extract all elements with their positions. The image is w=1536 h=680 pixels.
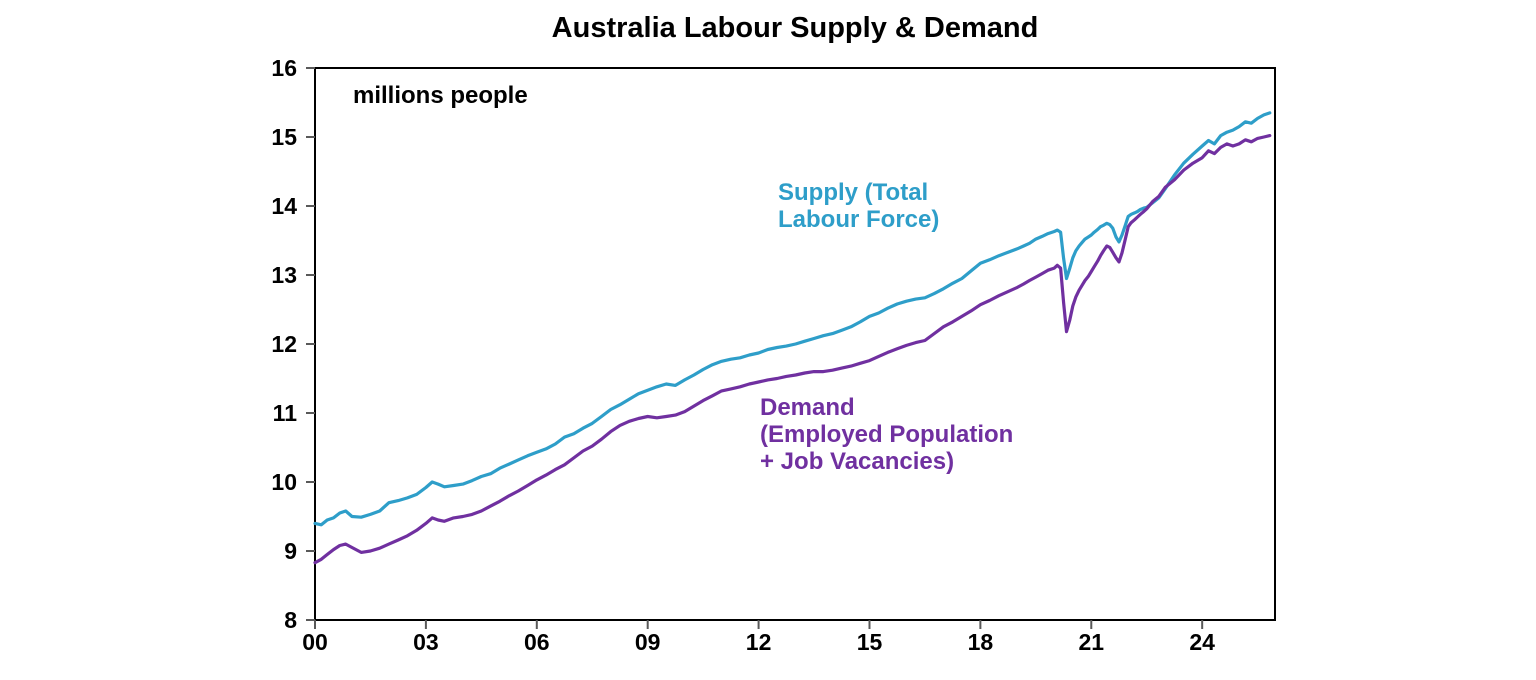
chart-title: Australia Labour Supply & Demand (551, 12, 1039, 44)
supply-series-label-line1: Supply (Total (778, 179, 929, 206)
x-tick-label: 09 (635, 629, 661, 655)
y-tick-label: 8 (284, 607, 297, 633)
y-tick-label: 9 (284, 538, 297, 564)
y-tick-label: 12 (271, 331, 297, 357)
x-tick-label: 15 (857, 629, 883, 655)
x-tick-label: 21 (1078, 629, 1104, 655)
supply-series-label: Supply (Total Labour Force) (778, 179, 939, 233)
demand-line (313, 134, 1272, 565)
x-tick-label: 12 (746, 629, 772, 655)
x-tick-label: 00 (302, 629, 328, 655)
x-tick-label: 18 (968, 629, 994, 655)
y-tick-label: 16 (271, 55, 297, 81)
y-tick-label: 11 (273, 400, 298, 426)
demand-series-label-line3: + Job Vacancies) (760, 448, 955, 475)
supply-series-label-line2: Labour Force) (778, 206, 940, 233)
y-tick-label: 13 (271, 262, 297, 288)
demand-series-label-line2: (Employed Population (760, 421, 1014, 448)
x-tick-label: 03 (413, 629, 439, 655)
demand-series-label-line1: Demand (760, 394, 855, 421)
supply-line (313, 111, 1272, 527)
x-tick-label: 06 (524, 629, 550, 655)
demand-series-label: Demand (Employed Population + Job Vacanc… (760, 394, 1013, 475)
unit-label: millions people (353, 82, 528, 109)
y-tick-label: 14 (271, 193, 297, 219)
y-tick-label: 15 (271, 124, 297, 150)
y-tick-label: 10 (271, 469, 297, 495)
x-tick-label: 24 (1189, 629, 1215, 655)
